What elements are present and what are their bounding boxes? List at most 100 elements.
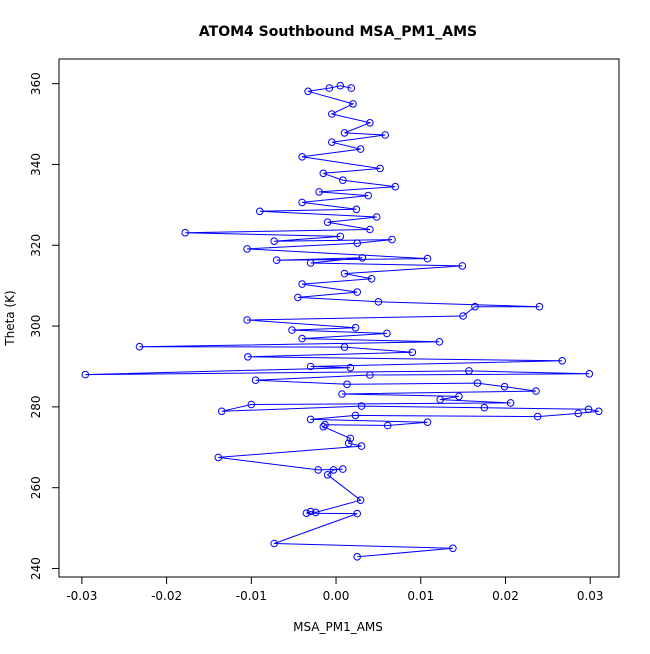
data-point — [353, 509, 362, 518]
y-tick-label: 340 — [29, 153, 43, 176]
data-point — [455, 392, 463, 401]
data-point — [346, 434, 355, 443]
data-point — [298, 198, 306, 207]
data-point — [323, 218, 332, 226]
data-point — [351, 411, 360, 420]
data-point — [323, 471, 332, 479]
data-point — [391, 182, 400, 191]
data-point — [356, 496, 365, 505]
data-point — [314, 466, 323, 474]
data-point — [458, 262, 467, 270]
data-point — [449, 544, 457, 553]
data-point — [302, 509, 311, 518]
data-point — [372, 213, 381, 221]
data-point — [343, 380, 351, 389]
series-line — [85, 85, 599, 558]
data-point — [338, 390, 346, 398]
data-point — [298, 153, 306, 161]
y-tick-label: 260 — [29, 476, 43, 499]
data-point — [306, 415, 315, 424]
data-point — [247, 400, 256, 409]
data-point — [351, 323, 360, 332]
x-tick-label: -0.02 — [151, 589, 182, 603]
x-axis: -0.03 -0.02 -0.01 0.00 0.01 0.02 0.03 — [66, 577, 604, 603]
data-point — [374, 298, 383, 306]
data-point — [353, 288, 362, 296]
x-tick-label: 0.00 — [323, 589, 350, 603]
data-point — [311, 508, 320, 517]
data-point — [270, 539, 279, 548]
x-axis-label: MSA_PM1_AMS — [293, 620, 383, 634]
y-tick-label: 320 — [29, 234, 43, 257]
data-point — [471, 302, 479, 311]
data-point — [383, 421, 392, 430]
chart-title: ATOM4 Southbound MSA_PM1_AMS — [199, 24, 477, 40]
y-tick-label: 360 — [29, 72, 43, 95]
data-point — [353, 553, 362, 561]
data-point — [336, 81, 345, 90]
data-point — [325, 84, 334, 92]
data-point — [346, 363, 355, 372]
data-point — [500, 382, 509, 391]
data-point — [423, 418, 432, 427]
data-point — [358, 253, 367, 262]
data-point — [423, 254, 432, 263]
data-point — [288, 326, 296, 334]
data-point — [353, 239, 362, 247]
data-point — [506, 399, 515, 407]
data-point — [480, 403, 489, 412]
data-point — [329, 466, 338, 474]
data-point — [376, 164, 384, 173]
data-point — [339, 176, 347, 184]
x-tick-label: 0.01 — [407, 589, 434, 603]
data-point — [339, 465, 347, 473]
data-points — [81, 81, 603, 561]
data-point — [319, 169, 328, 178]
data-point — [585, 370, 594, 378]
y-tick-label: 280 — [29, 395, 43, 418]
data-point — [473, 379, 482, 387]
plot-frame — [58, 58, 620, 578]
data-point — [459, 312, 467, 320]
x-tick-label: -0.03 — [66, 589, 97, 603]
data-point — [367, 275, 376, 283]
data-point — [251, 376, 260, 385]
data-point — [465, 367, 473, 375]
data-point — [328, 138, 336, 146]
data-point — [328, 110, 336, 118]
data-point — [436, 395, 445, 404]
data-point — [349, 100, 357, 108]
data-point — [270, 237, 279, 245]
data-point — [304, 87, 312, 96]
data-point — [306, 507, 315, 516]
y-axis-label: Theta (K) — [3, 290, 17, 346]
data-point — [344, 439, 353, 448]
data-point — [352, 205, 361, 214]
data-point — [214, 453, 223, 462]
y-tick-label: 240 — [29, 557, 43, 580]
data-point — [340, 269, 349, 278]
data-point — [366, 225, 374, 234]
data-point — [558, 357, 567, 365]
x-tick-label: 0.02 — [492, 589, 519, 603]
y-axis: 240 260 280 300 320 340 360 — [29, 72, 59, 580]
data-point — [298, 280, 306, 288]
data-point — [306, 362, 315, 371]
data-point — [408, 348, 417, 357]
data-point — [217, 407, 226, 416]
data-point — [594, 407, 603, 416]
data-point — [533, 412, 542, 421]
data-point — [243, 245, 251, 253]
data-point — [336, 232, 345, 241]
x-tick-label: 0.03 — [577, 589, 604, 603]
data-point — [294, 293, 302, 302]
data-point — [81, 370, 90, 379]
data-point — [574, 409, 583, 418]
data-point — [357, 442, 366, 450]
data-point — [340, 343, 349, 351]
data-point — [135, 342, 144, 351]
data-point — [383, 329, 391, 338]
data-point — [366, 119, 374, 127]
